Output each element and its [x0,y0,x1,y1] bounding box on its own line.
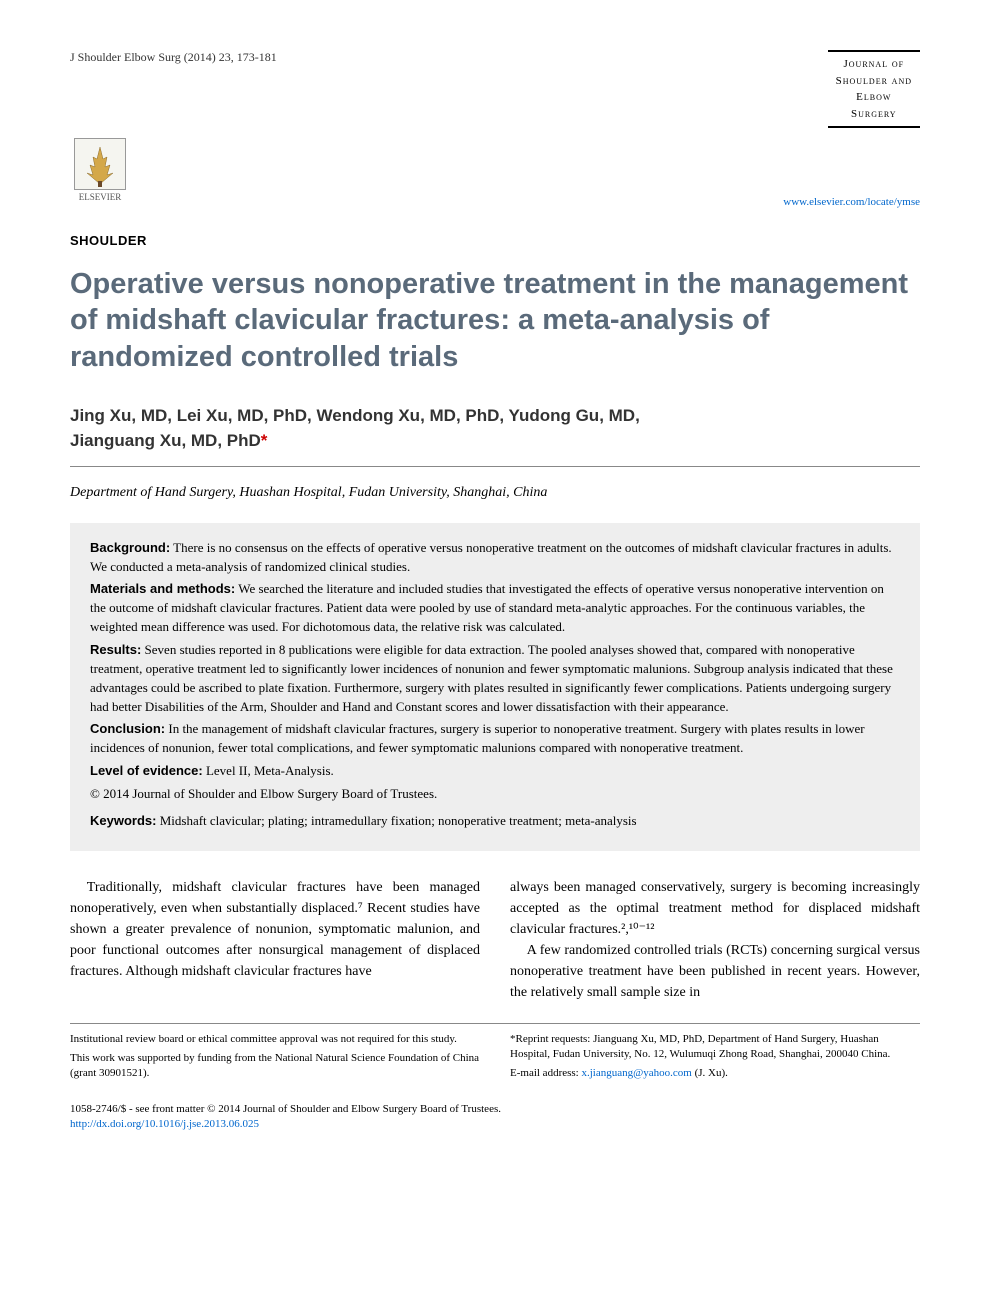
methods-label: Materials and methods: [90,581,235,596]
journal-name-box: Journal of Shoulder and Elbow Surgery [828,50,920,128]
footer-separator [70,1023,920,1024]
irb-note: Institutional review board or ethical co… [70,1032,480,1047]
citation-text: J Shoulder Elbow Surg (2014) 23, 173-181 [70,50,277,65]
footer-column-left: Institutional review board or ethical co… [70,1032,480,1086]
journal-url-link[interactable]: www.elsevier.com/locate/ymse [783,196,920,208]
body-text-columns: Traditionally, midshaft clavicular fract… [70,877,920,1003]
email-label: E-mail address: [510,1067,581,1079]
background-text: There is no consensus on the effects of … [90,540,892,574]
email-line: E-mail address: x.jianguang@yahoo.com (J… [510,1066,920,1081]
journal-line-1: Journal of [836,56,912,73]
reprint-note: *Reprint requests: Jianguang Xu, MD, PhD… [510,1032,920,1063]
issn-line: 1058-2746/$ - see front matter © 2014 Jo… [70,1102,920,1117]
keywords-label: Keywords: [90,813,156,828]
elsevier-tree-icon [74,138,126,190]
conclusion-label: Conclusion: [90,721,165,736]
corresponding-marker: * [261,431,268,450]
abstract-results: Results: Seven studies reported in 8 pub… [90,641,900,716]
body-column-left: Traditionally, midshaft clavicular fract… [70,877,480,1003]
footer-columns: Institutional review board or ethical co… [70,1032,920,1086]
footer-column-right: *Reprint requests: Jianguang Xu, MD, PhD… [510,1032,920,1086]
body-paragraph-2a: always been managed conservatively, surg… [510,877,920,940]
article-title: Operative versus nonoperative treatment … [70,266,920,375]
journal-page: J Shoulder Elbow Surg (2014) 23, 173-181… [0,0,990,1173]
email-address-link[interactable]: x.jianguang@yahoo.com [581,1067,691,1079]
section-label: SHOULDER [70,233,920,248]
journal-line-3: Elbow [836,89,912,106]
body-paragraph-1: Traditionally, midshaft clavicular fract… [70,877,480,982]
results-label: Results: [90,642,141,657]
body-column-right: always been managed conservatively, surg… [510,877,920,1003]
journal-line-4: Surgery [836,106,912,123]
authors-line-2: Jianguang Xu, MD, PhD [70,431,261,450]
publisher-row: ELSEVIER www.elsevier.com/locate/ymse [70,138,920,208]
abstract-methods: Materials and methods: We searched the l… [90,580,900,637]
abstract-conclusion: Conclusion: In the management of midshaf… [90,720,900,758]
level-label: Level of evidence: [90,763,203,778]
abstract-background: Background: There is no consensus on the… [90,539,900,577]
results-text: Seven studies reported in 8 publications… [90,642,893,714]
authors-separator [70,466,920,467]
bottom-matter: 1058-2746/$ - see front matter © 2014 Jo… [70,1102,920,1133]
authors-block: Jing Xu, MD, Lei Xu, MD, PhD, Wendong Xu… [70,403,920,454]
header-row: J Shoulder Elbow Surg (2014) 23, 173-181… [70,50,920,128]
authors-line-1: Jing Xu, MD, Lei Xu, MD, PhD, Wendong Xu… [70,406,640,425]
keywords-text: Midshaft clavicular; plating; intramedul… [156,813,636,828]
elsevier-logo: ELSEVIER [70,138,130,208]
abstract-keywords: Keywords: Midshaft clavicular; plating; … [90,812,900,831]
funding-note: This work was supported by funding from … [70,1051,480,1082]
journal-line-2: Shoulder and [836,73,912,90]
doi-link[interactable]: http://dx.doi.org/10.1016/j.jse.2013.06.… [70,1117,920,1132]
background-label: Background: [90,540,170,555]
publisher-name: ELSEVIER [79,192,122,202]
affiliation-text: Department of Hand Surgery, Huashan Hosp… [70,485,920,501]
conclusion-text: In the management of midshaft clavicular… [90,721,865,755]
abstract-copyright: © 2014 Journal of Shoulder and Elbow Sur… [90,785,900,804]
level-text: Level II, Meta-Analysis. [203,763,334,778]
abstract-box: Background: There is no consensus on the… [70,523,920,851]
body-paragraph-2b: A few randomized controlled trials (RCTs… [510,940,920,1003]
abstract-level: Level of evidence: Level II, Meta-Analys… [90,762,900,781]
email-suffix: (J. Xu). [692,1067,728,1079]
